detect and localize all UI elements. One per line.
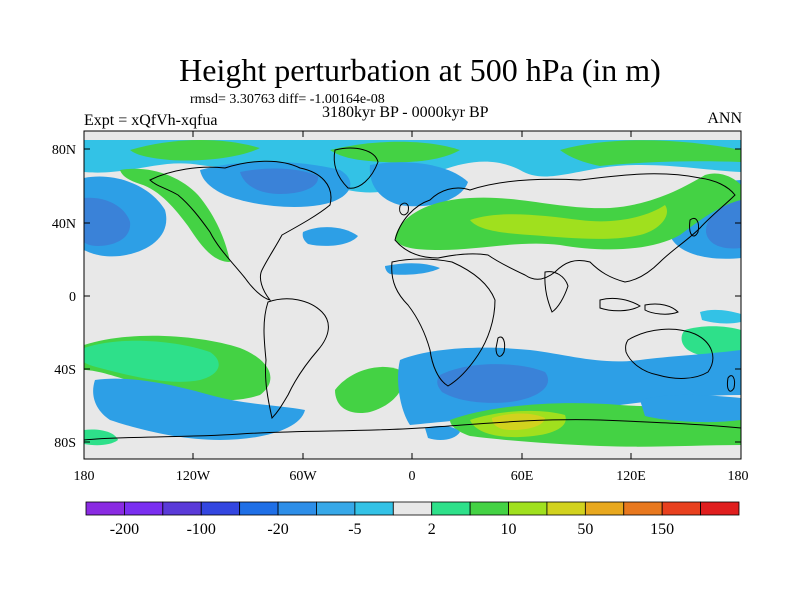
lat-ticks	[84, 148, 741, 443]
colorbar-swatch	[661, 501, 701, 516]
colorbar-label: -200	[110, 521, 139, 538]
coastline-eurasia	[394, 173, 736, 283]
lat-label-80s: 80S	[54, 436, 76, 451]
field-blob	[681, 326, 741, 358]
colorbar-labels: -200 -100 -20 -5 2 10 50 150	[110, 521, 674, 538]
page-title: Height perturbation at 500 hPa (in m)	[179, 52, 661, 88]
coastline-new-zealand	[727, 375, 735, 392]
rmsd-stats: rmsd= 3.30763 diff= -1.00164e-08	[190, 92, 385, 107]
lon-label-60e: 60E	[511, 469, 534, 484]
lon-label-120e: 120E	[616, 469, 646, 484]
coastline-north-america	[149, 160, 332, 301]
field-blob	[705, 200, 741, 249]
field-blob	[93, 378, 305, 440]
field-blob	[120, 168, 230, 262]
field-blob	[130, 139, 260, 161]
coastline-madagascar	[495, 336, 506, 357]
colorbar-label: -100	[187, 521, 216, 538]
colorbar-label: 10	[501, 521, 517, 538]
colorbar-swatch	[623, 501, 663, 516]
colorbar-swatch	[469, 501, 509, 516]
lon-ticks	[192, 131, 632, 459]
field-blob	[302, 227, 358, 246]
colorbar-swatch	[200, 501, 241, 516]
colorbar-label: 50	[577, 521, 593, 538]
colorbar-label: -20	[267, 521, 288, 538]
field-blob	[425, 425, 460, 440]
colorbar-swatch	[277, 501, 317, 516]
lon-label-180w: 180	[74, 469, 95, 484]
field-blob	[330, 141, 460, 163]
coastline-africa	[391, 258, 496, 387]
colorbar-swatch	[124, 501, 164, 516]
field-blob	[437, 364, 549, 403]
field-blob	[560, 140, 741, 166]
colorbar-swatch	[431, 501, 471, 516]
coastline-greenland	[333, 147, 379, 189]
lat-label-40n: 40N	[52, 217, 76, 232]
lat-label-40s: 40S	[54, 363, 76, 378]
coastline-south-america	[263, 298, 329, 419]
coastline-antarctica	[84, 419, 741, 441]
colorbar-swatch	[316, 501, 356, 516]
colorbar	[85, 501, 740, 516]
lat-label-0: 0	[69, 290, 76, 305]
field-blob	[369, 162, 468, 207]
field-blob	[385, 263, 440, 275]
lon-label-0: 0	[409, 469, 416, 484]
colorbar-swatch	[392, 501, 433, 516]
coastline-indonesia	[599, 297, 641, 312]
lon-label-120w: 120W	[176, 469, 211, 484]
coastline-australia	[625, 328, 714, 379]
coastlines	[84, 147, 741, 441]
colorbar-label: -5	[348, 521, 361, 538]
colorbar-swatch	[354, 501, 394, 516]
colorbar-swatch	[584, 501, 625, 516]
field-blob	[700, 309, 741, 324]
time-period: 3180kyr BP - 0000kyr BP	[322, 104, 489, 121]
field-blob	[470, 205, 668, 239]
colorbar-swatch	[162, 501, 202, 516]
coastline-uk	[399, 202, 409, 216]
height-field	[84, 139, 741, 447]
coastline-indonesia	[644, 303, 679, 315]
field-blob	[335, 366, 404, 414]
colorbar-swatch	[508, 501, 548, 516]
field-blob	[84, 197, 131, 246]
colorbar-swatch	[239, 501, 279, 516]
experiment-label: Expt = xQfVh-xqfua	[84, 112, 218, 129]
lat-label-80n: 80N	[52, 143, 76, 158]
lon-label-60w: 60W	[289, 469, 317, 484]
field-blob	[84, 340, 219, 382]
field-blob	[240, 168, 319, 194]
lon-label-180e: 180	[728, 469, 749, 484]
coastline-japan	[689, 217, 699, 237]
colorbar-label: 150	[650, 521, 674, 538]
colorbar-label: 2	[428, 521, 436, 538]
colorbar-swatch	[700, 501, 740, 516]
field-blob	[395, 173, 741, 250]
field-blob	[640, 394, 741, 423]
colorbar-swatch	[85, 501, 125, 516]
coastline-india	[544, 271, 569, 313]
season-label: ANN	[707, 110, 742, 127]
field-blob	[84, 429, 118, 446]
colorbar-swatch	[546, 501, 586, 516]
